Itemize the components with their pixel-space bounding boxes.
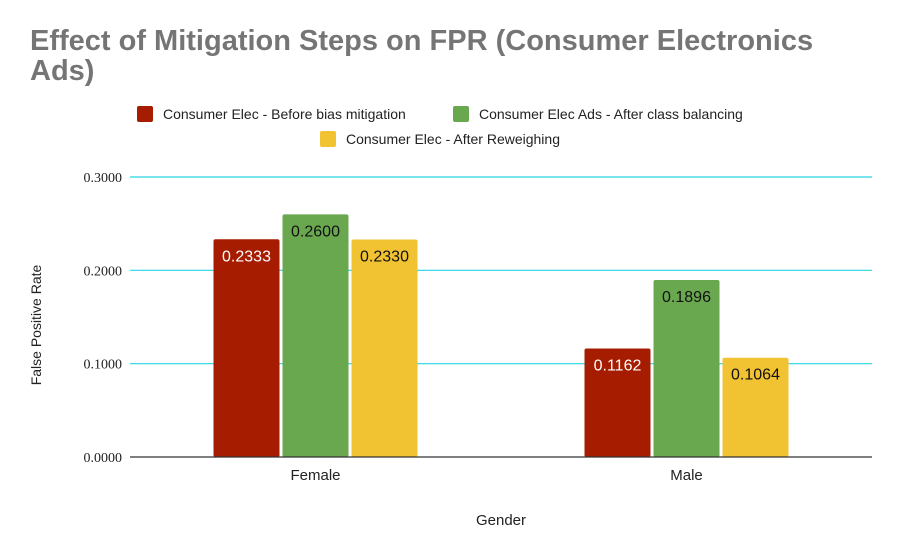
x-axis-title: Gender (476, 512, 526, 529)
bar (722, 357, 789, 457)
data-label: 0.2600 (291, 223, 340, 240)
y-axis-title: False Positive Rate (28, 264, 44, 385)
data-label: 0.2330 (360, 249, 409, 266)
bar (584, 348, 651, 457)
bar (351, 239, 418, 457)
data-label: 0.1064 (731, 367, 780, 384)
data-label: 0.1162 (594, 358, 642, 375)
chart-legend: Consumer Elec - Before bias mitigation C… (0, 104, 900, 154)
legend-label: Consumer Elec - After Reweighing (346, 131, 560, 147)
bar (213, 239, 280, 457)
bar (653, 280, 720, 457)
chart-title: Effect of Mitigation Steps on FPR (Consu… (30, 25, 814, 87)
y-tick-label: 0.1000 (84, 358, 123, 373)
y-tick-label: 0.2000 (84, 264, 123, 279)
x-tick-label: Male (670, 467, 703, 484)
y-tick-label: 0.0000 (84, 451, 123, 466)
bar (282, 214, 349, 457)
legend-item-after-reweighing[interactable]: Consumer Elec - After Reweighing (320, 131, 560, 147)
x-tick-label: Female (290, 467, 340, 484)
legend-swatch (320, 131, 336, 147)
data-label: 0.2333 (222, 248, 271, 265)
legend-label: Consumer Elec - Before bias mitigation (163, 106, 406, 122)
legend-item-after-class-balancing[interactable]: Consumer Elec Ads - After class balancin… (453, 106, 743, 122)
y-tick-label: 0.3000 (84, 171, 123, 186)
legend-swatch (453, 106, 469, 122)
data-label: 0.1896 (662, 289, 711, 306)
legend-swatch (137, 106, 153, 122)
legend-label: Consumer Elec Ads - After class balancin… (479, 106, 743, 122)
legend-item-before-mitigation[interactable]: Consumer Elec - Before bias mitigation (137, 106, 406, 122)
